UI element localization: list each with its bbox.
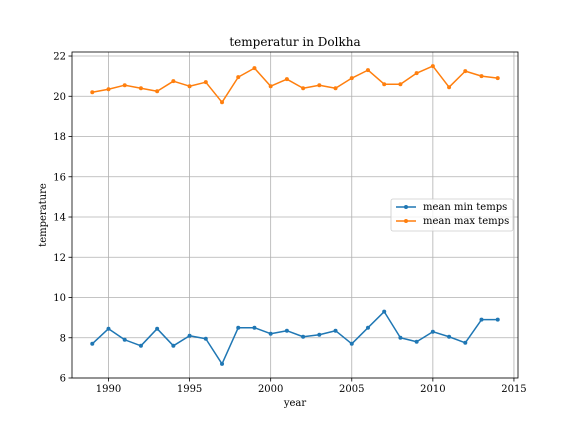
data-point-mean-max-temps xyxy=(398,82,403,87)
x-tick-label: 2010 xyxy=(420,384,445,395)
data-point-mean-max-temps xyxy=(106,87,111,92)
series-mean-max-temps xyxy=(90,64,500,105)
legend-marker-mean-max xyxy=(404,219,408,223)
data-point-mean-max-temps xyxy=(122,83,127,88)
data-point-mean-min-temps xyxy=(284,328,289,333)
y-axis: 6 8 10 12 14 16 18 20 22 xyxy=(53,52,72,385)
y-tick-label: 12 xyxy=(53,253,66,264)
data-point-mean-min-temps xyxy=(268,331,273,336)
data-point-mean-min-temps xyxy=(220,361,225,366)
data-point-mean-min-temps xyxy=(155,326,160,331)
data-point-mean-min-temps xyxy=(187,333,192,338)
y-tick-label: 18 xyxy=(53,132,66,143)
data-point-mean-min-temps xyxy=(463,340,468,345)
data-point-mean-max-temps xyxy=(155,89,160,94)
data-point-mean-min-temps xyxy=(349,341,354,346)
data-point-mean-min-temps xyxy=(138,343,143,348)
legend-marker-mean-min xyxy=(404,205,408,209)
data-point-mean-max-temps xyxy=(495,76,500,81)
data-point-mean-max-temps xyxy=(382,82,387,87)
x-tick-label: 1995 xyxy=(177,384,202,395)
y-tick-label: 16 xyxy=(53,172,66,183)
data-point-mean-max-temps xyxy=(171,79,176,84)
data-point-mean-max-temps xyxy=(414,71,419,76)
x-tick-label: 2000 xyxy=(258,384,283,395)
data-point-mean-max-temps xyxy=(284,77,289,82)
y-tick-label: 20 xyxy=(53,92,66,103)
data-point-mean-max-temps xyxy=(430,64,435,69)
data-point-mean-min-temps xyxy=(414,339,419,344)
x-axis: 1990 1995 2000 2005 2010 2015 xyxy=(96,378,527,395)
data-point-mean-max-temps xyxy=(203,80,208,85)
series-line-mean-min-temps xyxy=(91,310,498,365)
data-point-mean-max-temps xyxy=(479,74,484,79)
data-point-mean-max-temps xyxy=(268,84,273,89)
x-tick-label: 2015 xyxy=(501,384,526,395)
data-point-mean-min-temps xyxy=(333,328,338,333)
data-point-mean-max-temps xyxy=(333,86,338,91)
data-point-mean-min-temps xyxy=(252,325,257,330)
legend-label-mean-max: mean max temps xyxy=(423,216,509,227)
x-tick-label: 1990 xyxy=(96,384,121,395)
data-point-mean-min-temps xyxy=(479,317,484,322)
axes-frame xyxy=(71,51,519,379)
y-axis-label: temperature xyxy=(38,183,49,247)
y-tick-label: 14 xyxy=(53,213,66,224)
legend-box xyxy=(390,198,514,232)
data-point-mean-min-temps xyxy=(382,309,387,314)
y-tick-label: 10 xyxy=(53,293,66,304)
data-point-mean-min-temps xyxy=(430,329,435,334)
data-point-mean-min-temps xyxy=(495,317,500,322)
data-point-mean-min-temps xyxy=(301,334,306,339)
data-point-mean-min-temps xyxy=(171,343,176,348)
data-point-mean-min-temps xyxy=(106,326,111,331)
data-point-mean-max-temps xyxy=(138,86,143,91)
data-point-mean-min-temps xyxy=(447,334,452,339)
series-layer xyxy=(90,64,500,366)
data-point-mean-max-temps xyxy=(365,68,370,73)
data-point-mean-max-temps xyxy=(463,69,468,74)
series-mean-min-temps xyxy=(90,309,500,366)
data-point-mean-max-temps xyxy=(90,90,95,95)
chart-title: temperatur in Dolkha xyxy=(229,35,360,49)
legend-label-mean-min: mean min temps xyxy=(423,202,507,213)
data-point-mean-min-temps xyxy=(122,337,127,342)
y-tick-label: 22 xyxy=(53,52,66,63)
x-axis-label: year xyxy=(283,398,307,409)
y-tick-label: 8 xyxy=(60,333,66,344)
series-line-mean-max-temps xyxy=(92,65,498,104)
data-point-mean-max-temps xyxy=(187,84,192,89)
data-point-mean-min-temps xyxy=(236,325,241,330)
data-point-mean-max-temps xyxy=(349,76,354,81)
data-point-mean-max-temps xyxy=(236,75,241,80)
data-point-mean-min-temps xyxy=(365,325,370,330)
data-point-mean-max-temps xyxy=(220,100,225,105)
data-point-mean-min-temps xyxy=(398,335,403,340)
data-point-mean-max-temps xyxy=(252,66,257,71)
data-point-mean-max-temps xyxy=(447,85,452,90)
y-tick-label: 6 xyxy=(60,374,66,385)
data-point-mean-max-temps xyxy=(317,83,322,88)
data-point-mean-min-temps xyxy=(203,336,208,341)
data-point-mean-min-temps xyxy=(90,341,95,346)
data-point-mean-max-temps xyxy=(301,86,306,91)
legend: mean min temps mean max temps xyxy=(390,198,514,232)
data-point-mean-min-temps xyxy=(317,332,322,337)
x-tick-label: 2005 xyxy=(339,384,364,395)
